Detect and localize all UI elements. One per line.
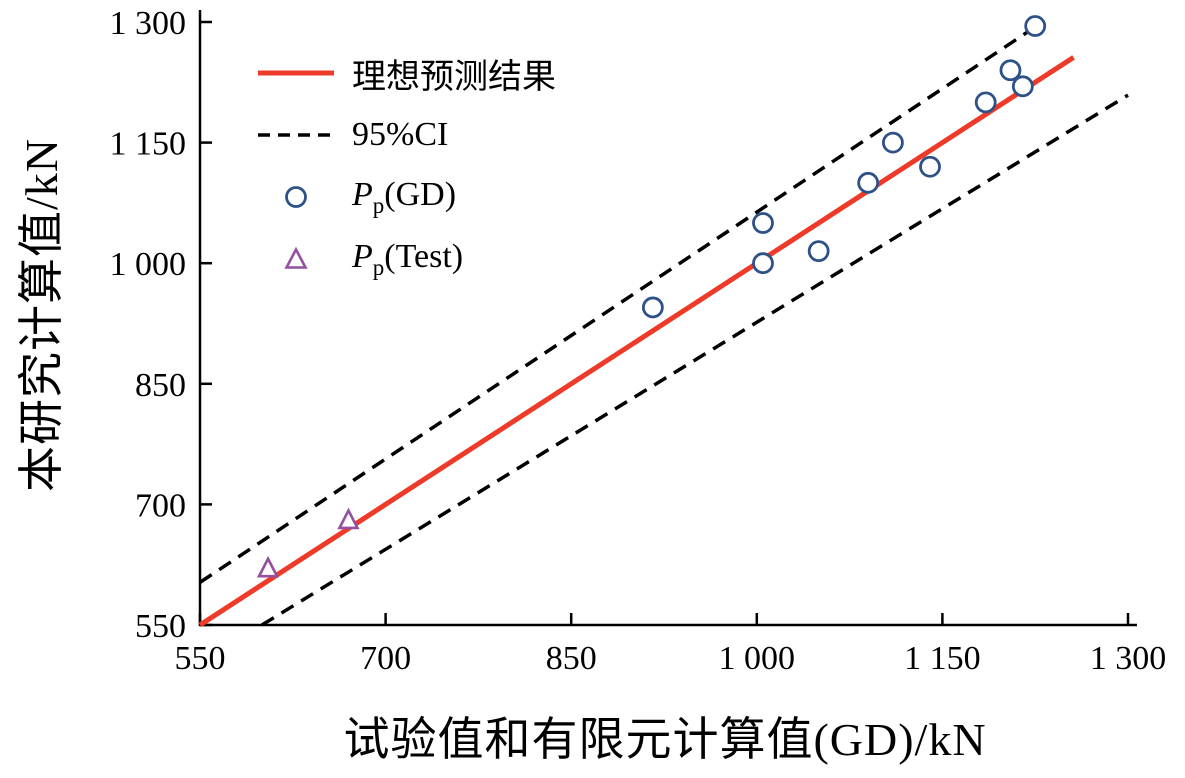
y-axis-title: 本研究计算值/kN xyxy=(16,138,67,492)
legend-label-pp-gd: Pp(GD) xyxy=(352,175,457,218)
legend: 理想预测结果 95%CI Pp(GD) Pp(Test) xyxy=(252,42,556,290)
x-axis-title: 试验值和有限元计算值(GD)/kN xyxy=(343,714,987,765)
y-tick-label: 550 xyxy=(135,608,186,645)
legend-item-pp-gd: Pp(GD) xyxy=(252,166,556,228)
legend-label-ideal-prediction: 理想预测结果 xyxy=(352,58,556,96)
legend-item-ideal-prediction: 理想预测结果 xyxy=(252,42,556,104)
data-point-Pp-GD xyxy=(1024,15,1047,37)
data-point-Pp-GD xyxy=(882,131,904,154)
data-point-Pp-Test xyxy=(337,507,360,530)
data-point-Pp-GD xyxy=(999,59,1022,82)
x-tick-label: 850 xyxy=(546,640,597,677)
y-tick-label: 1 000 xyxy=(110,246,187,283)
x-tick-label: 700 xyxy=(360,640,411,677)
legend-label-pp-test: Pp(Test) xyxy=(352,237,464,280)
y-tick-label: 1 300 xyxy=(110,5,187,42)
data-point-Pp-GD xyxy=(752,212,774,234)
legend-item-pp-test: Pp(Test) xyxy=(252,228,556,290)
triangle-marker-icon xyxy=(252,246,340,272)
refline-ci-lower xyxy=(260,93,1129,627)
data-point-Pp-GD xyxy=(807,240,830,263)
data-point-Pp-GD xyxy=(641,296,664,319)
refline-ideal-prediction xyxy=(198,55,1075,628)
data-point-Pp-Test xyxy=(256,555,280,578)
refline-ci-upper xyxy=(199,20,1044,584)
data-point-Pp-GD xyxy=(857,171,880,194)
data-point-Pp-GD xyxy=(752,252,774,275)
data-point-Pp-GD xyxy=(919,155,941,178)
x-tick-label: 1 150 xyxy=(904,640,981,677)
y-tick-label: 1 150 xyxy=(110,126,187,163)
legend-label-95ci: 95%CI xyxy=(352,116,449,153)
x-tick-label: 1 300 xyxy=(1090,640,1167,677)
data-point-Pp-GD xyxy=(1011,75,1034,98)
y-tick-label: 700 xyxy=(135,487,186,524)
x-tick-label: 1 000 xyxy=(719,640,796,677)
legend-item-95ci: 95%CI xyxy=(252,104,556,166)
circle-marker-icon xyxy=(252,184,340,210)
y-tick-label: 850 xyxy=(135,367,186,404)
data-point-Pp-GD xyxy=(974,91,997,114)
solid-line-sample-icon xyxy=(252,68,340,78)
x-tick-label: 550 xyxy=(175,640,226,677)
dashed-line-sample-icon xyxy=(252,130,340,140)
